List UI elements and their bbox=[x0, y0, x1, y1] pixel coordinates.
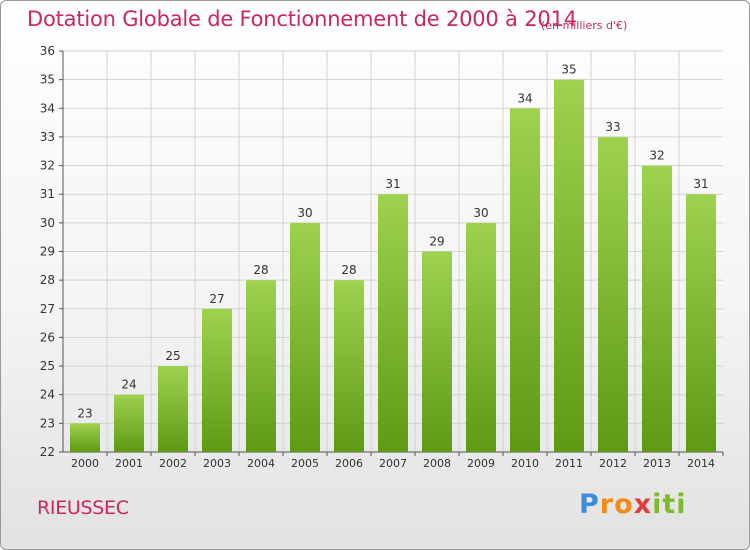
y-tick-label: 28 bbox=[40, 273, 55, 287]
y-tick-label: 27 bbox=[40, 302, 55, 316]
data-label: 32 bbox=[649, 149, 664, 163]
x-tick-label: 2006 bbox=[335, 457, 363, 470]
x-tick-label: 2005 bbox=[291, 457, 319, 470]
data-label: 24 bbox=[121, 378, 136, 392]
bar bbox=[378, 194, 408, 452]
logo-letter: P bbox=[579, 489, 600, 520]
bars bbox=[70, 79, 716, 453]
bar bbox=[290, 222, 320, 452]
data-label: 33 bbox=[605, 120, 620, 134]
bar bbox=[246, 280, 276, 452]
y-tick-label: 30 bbox=[40, 216, 55, 230]
y-tick-label: 23 bbox=[40, 416, 55, 430]
data-label: 30 bbox=[297, 206, 312, 220]
x-tick-label: 2003 bbox=[203, 457, 231, 470]
logo-letter: r bbox=[599, 489, 615, 520]
y-tick-label: 36 bbox=[40, 44, 55, 58]
data-label: 28 bbox=[253, 263, 268, 277]
bar bbox=[686, 194, 716, 452]
bar bbox=[554, 79, 584, 453]
y-tick-label: 25 bbox=[40, 359, 55, 373]
y-tick-label: 24 bbox=[40, 388, 55, 402]
axes: 22 23 24 25 26 27 28 29 30 31 32 33 34 35 36 2000 2001 20… bbox=[40, 44, 724, 470]
bar bbox=[642, 165, 672, 453]
x-tick-label: 2012 bbox=[599, 457, 627, 470]
logo-letter: i bbox=[652, 489, 663, 520]
bar bbox=[70, 423, 100, 452]
data-label: 27 bbox=[209, 292, 224, 306]
logo-letter: o bbox=[614, 489, 634, 520]
logo-letter: i bbox=[676, 489, 687, 520]
data-label: 31 bbox=[385, 177, 400, 191]
bar bbox=[114, 394, 144, 452]
data-label: 35 bbox=[561, 63, 576, 77]
x-tick-label: 2000 bbox=[71, 457, 99, 470]
bar bbox=[598, 136, 628, 452]
data-labels: 23 24 25 27 28 30 28 31 29 30 34 35 33 32 31 bbox=[77, 63, 708, 421]
x-tick-label: 2001 bbox=[115, 457, 143, 470]
x-tick-label: 2004 bbox=[247, 457, 275, 470]
bar bbox=[422, 251, 452, 452]
bar bbox=[158, 366, 188, 452]
commune-name: RIEUSSEC bbox=[37, 497, 129, 519]
x-tick-label: 2011 bbox=[555, 457, 583, 470]
data-label: 23 bbox=[77, 406, 92, 420]
data-label: 31 bbox=[693, 177, 708, 191]
bar bbox=[466, 222, 496, 452]
x-tick-label: 2008 bbox=[423, 457, 451, 470]
y-tick-label: 29 bbox=[40, 245, 55, 259]
data-label: 34 bbox=[517, 91, 532, 105]
x-tick-label: 2002 bbox=[159, 457, 187, 470]
x-tick-label: 2014 bbox=[687, 457, 715, 470]
y-tick-label: 26 bbox=[40, 330, 55, 344]
bar bbox=[334, 280, 364, 452]
y-tick-label: 31 bbox=[40, 187, 55, 201]
y-tick-label: 22 bbox=[40, 445, 55, 459]
chart-subtitle: (en milliers d'€) bbox=[541, 19, 628, 32]
y-tick-label: 35 bbox=[40, 73, 55, 87]
bar bbox=[510, 108, 540, 453]
x-tick-label: 2009 bbox=[467, 457, 495, 470]
data-label: 29 bbox=[429, 235, 444, 249]
data-label: 30 bbox=[473, 206, 488, 220]
data-label: 28 bbox=[341, 263, 356, 277]
proxiti-logo: Proxiti bbox=[579, 489, 687, 520]
x-tick-label: 2007 bbox=[379, 457, 407, 470]
data-label: 25 bbox=[165, 349, 180, 363]
bar bbox=[202, 308, 232, 452]
chart-title: Dotation Globale de Fonctionnement de 20… bbox=[27, 7, 577, 31]
y-tick-label: 33 bbox=[40, 130, 55, 144]
logo-letter: x bbox=[633, 489, 653, 520]
y-tick-label: 32 bbox=[40, 159, 55, 173]
y-tick-label: 34 bbox=[40, 101, 55, 115]
x-tick-label: 2013 bbox=[643, 457, 671, 470]
logo-letter: t bbox=[662, 489, 677, 520]
x-tick-label: 2010 bbox=[511, 457, 539, 470]
